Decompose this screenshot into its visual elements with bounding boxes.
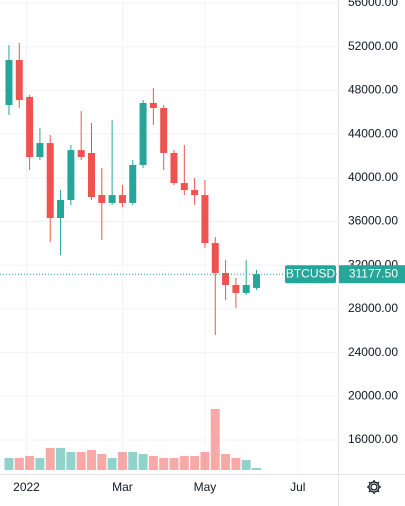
volume-bar	[148, 456, 158, 470]
volume-bar	[138, 454, 148, 470]
y-tick-label: 48000.00	[348, 83, 398, 97]
candle-body	[211, 243, 219, 273]
symbol-label: BTCUSD	[286, 266, 336, 280]
candle-body	[5, 60, 13, 106]
volume-bar	[179, 456, 189, 470]
volume-bar	[190, 456, 200, 470]
volume-bar	[221, 454, 231, 470]
y-tick-label: 20000.00	[348, 388, 398, 402]
candle-body	[118, 195, 126, 203]
candle-body	[191, 190, 199, 196]
candle-body	[201, 195, 209, 244]
volume-bar	[210, 409, 220, 470]
y-tick-label: 28000.00	[348, 301, 398, 315]
x-tick-label: May	[194, 480, 217, 494]
y-tick-label: 24000.00	[348, 345, 398, 359]
candle-body	[253, 274, 261, 288]
volume-bar	[200, 452, 210, 470]
volume-bar	[25, 456, 35, 470]
last-price-label: 31177.50	[349, 266, 398, 280]
volume-bar	[231, 458, 241, 470]
gear-teeth	[367, 480, 381, 494]
candle-body	[57, 199, 65, 219]
volume-bar	[97, 454, 107, 470]
settings-icon[interactable]	[367, 480, 381, 494]
price-tag	[339, 265, 405, 284]
candle-body	[139, 102, 147, 166]
candle-body	[222, 272, 230, 285]
y-tick-label: 52000.00	[348, 39, 398, 53]
candle-body	[108, 195, 116, 203]
candle-body	[232, 284, 240, 293]
volume-bar	[117, 452, 127, 470]
candle-body	[36, 143, 44, 158]
candle-body	[77, 150, 85, 158]
candle-body	[67, 150, 75, 200]
volume-bar	[128, 452, 138, 470]
volume-bar	[169, 458, 179, 470]
plot: 16000.0020000.0024000.0028000.0032000.00…	[0, 0, 405, 494]
volume-bar	[4, 458, 14, 470]
candle-body	[160, 107, 168, 154]
volume-bar	[76, 452, 86, 470]
volume-bar	[35, 458, 45, 470]
candle-body	[46, 143, 54, 219]
volume-bar	[252, 468, 262, 470]
volume-bar	[86, 450, 96, 470]
y-tick-label: 40000.00	[348, 170, 398, 184]
symbol-tag	[285, 265, 336, 284]
candle-body	[149, 102, 157, 108]
volume-bar	[45, 448, 55, 470]
x-tick-label: Mar	[112, 480, 133, 494]
candle-body	[242, 284, 250, 293]
y-tick-label: 56000.00	[348, 0, 398, 9]
gear-ring	[368, 481, 380, 493]
y-tick-label: 16000.00	[348, 432, 398, 446]
x-tick-label: 2022	[13, 480, 40, 494]
candle-body	[15, 60, 23, 101]
volume-bar	[159, 458, 169, 470]
volume-bar	[66, 452, 76, 470]
candle-body	[26, 96, 34, 158]
candle-body	[98, 195, 106, 203]
candle-body	[170, 153, 178, 184]
volume-bar	[241, 460, 251, 470]
y-tick-label: 44000.00	[348, 126, 398, 140]
candle-body	[180, 183, 188, 191]
x-tick-label: Jul	[290, 480, 305, 494]
volume-bar	[107, 458, 117, 470]
y-tick-label: 36000.00	[348, 214, 398, 228]
volume-bar	[14, 458, 24, 470]
gear-center	[370, 483, 378, 491]
volume-bar	[56, 448, 66, 470]
candle-body	[87, 153, 95, 198]
candle-body	[129, 165, 137, 203]
